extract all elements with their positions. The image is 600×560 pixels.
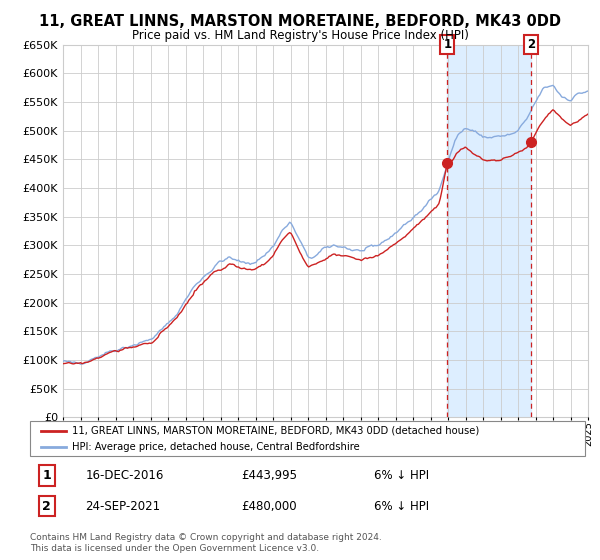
Text: 6% ↓ HPI: 6% ↓ HPI xyxy=(374,500,429,512)
Text: 2: 2 xyxy=(42,500,51,512)
Text: Price paid vs. HM Land Registry's House Price Index (HPI): Price paid vs. HM Land Registry's House … xyxy=(131,29,469,42)
Text: 11, GREAT LINNS, MARSTON MORETAINE, BEDFORD, MK43 0DD: 11, GREAT LINNS, MARSTON MORETAINE, BEDF… xyxy=(39,14,561,29)
Text: 11, GREAT LINNS, MARSTON MORETAINE, BEDFORD, MK43 0DD (detached house): 11, GREAT LINNS, MARSTON MORETAINE, BEDF… xyxy=(71,426,479,436)
Text: 2: 2 xyxy=(527,38,535,52)
Text: Contains HM Land Registry data © Crown copyright and database right 2024.
This d: Contains HM Land Registry data © Crown c… xyxy=(30,533,382,553)
Bar xyxy=(448,45,531,417)
Text: HPI: Average price, detached house, Central Bedfordshire: HPI: Average price, detached house, Cent… xyxy=(71,442,359,452)
Text: 16-DEC-2016: 16-DEC-2016 xyxy=(86,469,164,482)
Text: £480,000: £480,000 xyxy=(241,500,296,512)
FancyBboxPatch shape xyxy=(30,421,585,456)
Text: 1: 1 xyxy=(42,469,51,482)
Text: £443,995: £443,995 xyxy=(241,469,297,482)
Text: 24-SEP-2021: 24-SEP-2021 xyxy=(86,500,161,512)
Text: 6% ↓ HPI: 6% ↓ HPI xyxy=(374,469,429,482)
Text: 1: 1 xyxy=(443,38,451,52)
